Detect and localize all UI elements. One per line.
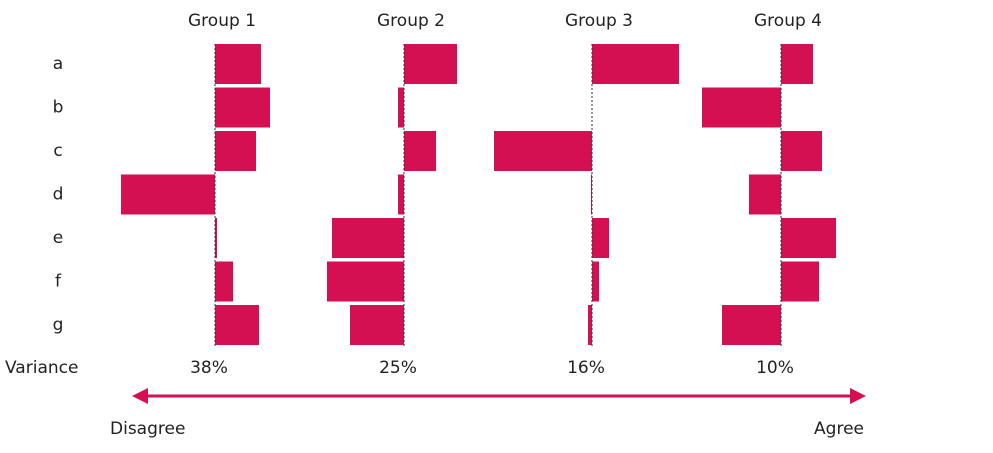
- row-label: f: [55, 272, 62, 292]
- bar: [327, 261, 404, 302]
- group-title: Group 3: [565, 11, 633, 31]
- bar: [702, 87, 781, 128]
- bar: [781, 44, 813, 84]
- bar: [121, 174, 215, 215]
- bar: [215, 131, 256, 171]
- arrow-head-left: [132, 388, 148, 404]
- bar: [591, 174, 592, 215]
- bar: [588, 305, 592, 345]
- group-title: Group 2: [377, 11, 445, 31]
- variance-value: 16%: [567, 358, 605, 378]
- row-label: b: [53, 98, 64, 118]
- bar: [215, 218, 217, 258]
- bar: [215, 44, 261, 84]
- variance-value: 25%: [379, 358, 417, 378]
- bar: [592, 261, 599, 302]
- bar: [781, 218, 836, 258]
- bar: [749, 174, 781, 215]
- bar: [781, 261, 819, 302]
- bar: [398, 87, 404, 128]
- variance-value: 10%: [756, 358, 794, 378]
- bar: [494, 131, 592, 171]
- arrow-head-right: [850, 388, 866, 404]
- bar: [592, 44, 679, 84]
- bar: [592, 218, 609, 258]
- bar: [215, 87, 270, 128]
- variance-label: Variance: [5, 358, 78, 378]
- bar: [404, 131, 436, 171]
- row-label: g: [53, 315, 64, 335]
- bar: [781, 131, 822, 171]
- variance-value: 38%: [190, 358, 228, 378]
- row-label: d: [53, 185, 64, 205]
- bar: [215, 305, 259, 345]
- bar: [215, 261, 233, 302]
- annotation-right: Agree: [814, 419, 864, 439]
- bar: [350, 305, 404, 345]
- group-title: Group 1: [188, 11, 256, 31]
- bar: [332, 218, 404, 258]
- annotation-left: Disagree: [110, 419, 185, 439]
- row-label: a: [53, 54, 63, 74]
- row-label: c: [53, 141, 62, 161]
- bar: [398, 174, 404, 215]
- group-title: Group 4: [754, 11, 822, 31]
- bar: [404, 44, 457, 84]
- row-label: e: [53, 228, 63, 248]
- bar: [722, 305, 781, 345]
